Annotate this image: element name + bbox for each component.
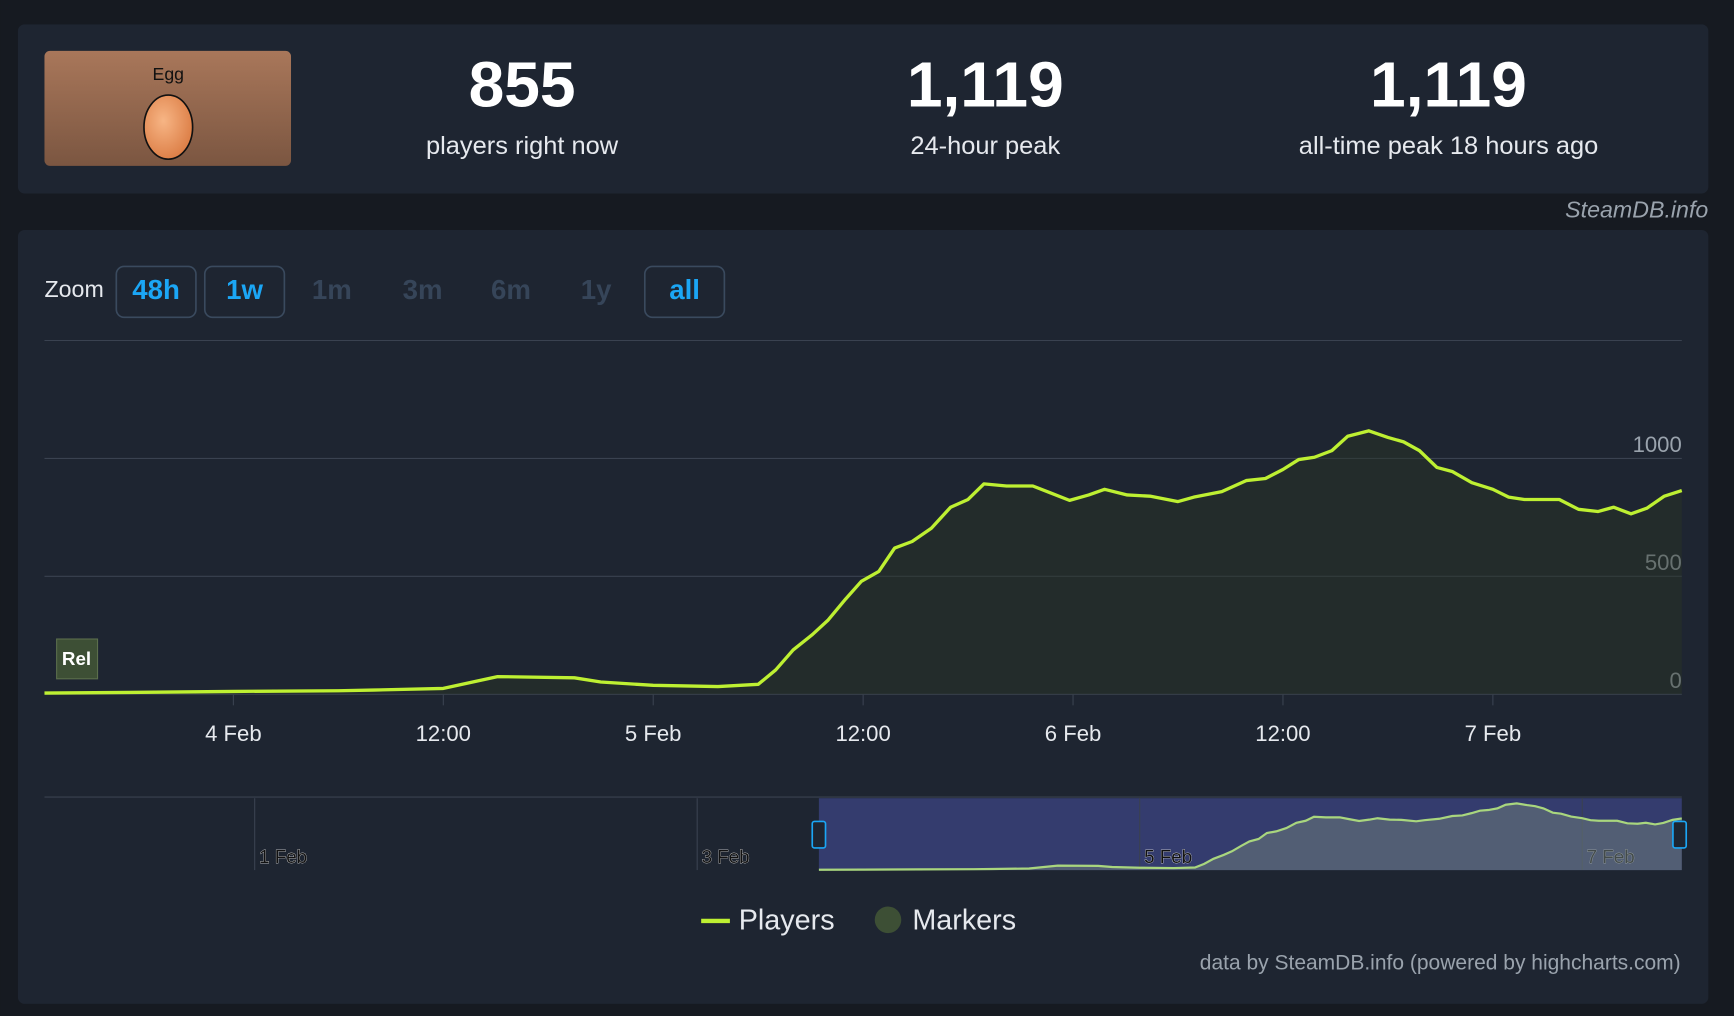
stat-label: 24-hour peak	[910, 132, 1060, 160]
zoom-button[interactable]	[643, 265, 726, 319]
stat-value: 1,119	[1370, 48, 1527, 120]
zoom-button[interactable]	[203, 265, 286, 319]
zoom-button-label[interactable]: 1w	[226, 274, 263, 305]
line	[44, 429, 1683, 695]
navigator-tick-label: 1 Feb	[259, 846, 307, 867]
zoom-button[interactable]	[115, 265, 197, 319]
credits[interactable]: data by SteamDB.info (powered by highcha…	[1200, 952, 1681, 975]
x-tick-label: 5 Feb	[625, 721, 682, 746]
navigator-area	[818, 803, 1682, 871]
stat-value: 1,119	[907, 48, 1064, 120]
navigator-handle[interactable]	[1672, 820, 1688, 849]
legend-marker	[874, 906, 902, 934]
zoom-button-label[interactable]: 6m	[491, 274, 531, 305]
legend-label[interactable]: Markers	[912, 905, 1016, 937]
x-tick-label: 4 Feb	[205, 721, 262, 746]
egg-icon	[143, 94, 194, 161]
zoom-button-label[interactable]: 1y	[581, 274, 612, 305]
x-tick-label: 6 Feb	[1045, 721, 1102, 746]
watermark: SteamDB.info	[1565, 196, 1708, 222]
x-tick-label: 12:00	[416, 721, 471, 746]
header-panel	[17, 24, 1709, 194]
stat-label: all-time peak 18 hours ago	[1299, 132, 1598, 160]
zoom-button-label[interactable]: 3m	[403, 274, 443, 305]
zoom-button-label[interactable]: 48h	[132, 274, 180, 305]
zoom-button-label[interactable]: 1m	[312, 274, 352, 305]
navigator-tick-label: 3 Feb	[702, 846, 750, 867]
stat-label: players right now	[426, 132, 619, 160]
navigator-line	[818, 802, 1682, 871]
stat-value: 855	[469, 48, 576, 120]
zoom-button-label[interactable]: all	[669, 274, 700, 305]
release-label: Rel	[62, 648, 91, 669]
release-marker[interactable]	[56, 638, 99, 680]
y-tick-label: 1000	[1633, 432, 1682, 457]
x-tick-label: 12:00	[1255, 721, 1310, 746]
x-tick-label: 12:00	[835, 721, 890, 746]
game-name: Egg	[153, 64, 184, 84]
zoom-label: Zoom	[44, 276, 103, 302]
area	[44, 430, 1682, 695]
navigator-tick-label: 5 Feb	[1144, 846, 1192, 867]
y-tick-label: 0	[1669, 668, 1681, 693]
y-tick-label: 500	[1645, 550, 1682, 575]
x-tick-label: 7 Feb	[1465, 721, 1522, 746]
legend-label[interactable]: Players	[739, 905, 835, 937]
navigator-handle[interactable]	[811, 820, 827, 849]
